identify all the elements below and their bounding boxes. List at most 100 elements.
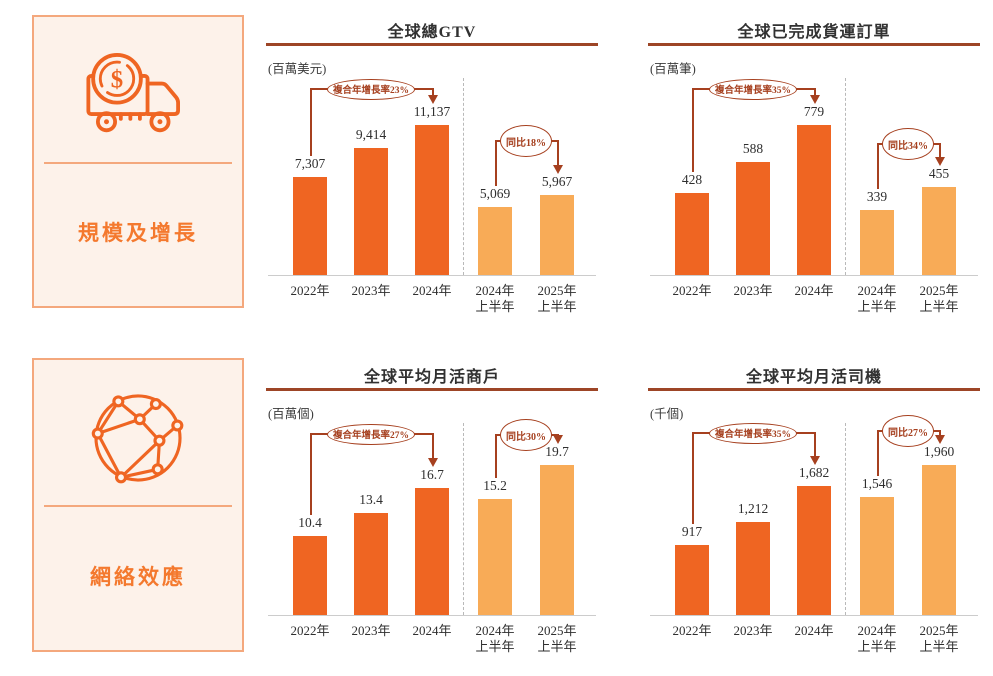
x-axis-line	[650, 275, 978, 276]
plot-area: 10.4 2022年 13.4 2023年 16.7 2024年 15.2 2024年 上半年…	[266, 357, 598, 662]
cagr-bracket-line	[310, 88, 312, 156]
title-rule	[266, 388, 598, 391]
yoy-bracket-line	[939, 143, 941, 157]
bar	[797, 125, 831, 275]
bar	[860, 497, 894, 615]
bar-value-label: 15.2	[483, 478, 507, 493]
section-card-scale-growth: $ 規模及增長	[32, 15, 244, 308]
bar-value-label: 9,414	[355, 127, 387, 142]
chart-panel-monthly-active-drivers: 全球平均月活司機 (千個) 917 2022年 1,212 2023年 1,682 202…	[648, 357, 980, 662]
x-axis-label: 2024年	[412, 623, 452, 638]
bar-value-label: 16.7	[420, 467, 444, 482]
bar	[736, 162, 770, 275]
unit-label: (百萬美元)	[268, 62, 327, 76]
yoy-badge: 同比18%	[500, 125, 552, 157]
bar-value-label: 779	[803, 104, 825, 119]
title-rule	[648, 388, 980, 391]
chart-title: 全球總GTV	[387, 24, 477, 41]
plot-area: 917 2022年 1,212 2023年 1,682 2024年 1,546 2024年 上…	[648, 357, 980, 662]
x-axis-label: 2022年	[672, 623, 712, 638]
chart-panel-monthly-active-merchants: 全球平均月活商戶 (百萬個) 10.4 2022年 13.4 2023年 16.7 202…	[266, 357, 598, 662]
cagr-badge: 複合年增長率23%	[327, 78, 415, 100]
bar-value-label: 7,307	[294, 156, 326, 171]
yoy-arrow-down-icon	[935, 157, 945, 166]
yoy-arrow-down-icon	[553, 165, 563, 174]
period-divider-line	[845, 78, 846, 275]
yoy-bracket-line	[877, 430, 879, 476]
bar	[797, 486, 831, 615]
x-axis-label: 2023年	[733, 283, 773, 298]
chart-title: 全球平均月活商戶	[363, 369, 500, 386]
x-axis-label: 2023年	[351, 623, 391, 638]
cagr-arrow-down-icon	[428, 458, 438, 467]
yoy-bracket-line	[557, 434, 559, 435]
bar	[922, 465, 956, 615]
yoy-badge: 同比27%	[882, 415, 934, 447]
x-axis-line	[268, 615, 596, 616]
bar-value-label: 455	[928, 166, 950, 181]
bar-value-label: 5,069	[479, 186, 511, 201]
network-globe-icon	[34, 366, 242, 511]
bar-value-label: 1,212	[737, 501, 769, 516]
x-axis-label: 2024年 上半年	[475, 623, 515, 654]
money-truck-icon: $	[34, 23, 242, 168]
chart-panel-global-gtv: 全球總GTV (百萬美元) 7,307 2022年 9,414 2023年 11,137…	[266, 12, 598, 317]
bar-value-label: 13.4	[359, 492, 383, 507]
unit-label: (千個)	[650, 407, 684, 421]
period-divider-line	[463, 423, 464, 615]
yoy-bracket-line	[877, 143, 879, 189]
period-divider-line	[463, 78, 464, 275]
bar	[540, 195, 574, 275]
bar	[736, 522, 770, 615]
x-axis-label: 2025年 上半年	[537, 283, 577, 314]
yoy-bracket-line	[939, 430, 941, 435]
cagr-bracket-line	[692, 88, 694, 172]
chart-title: 全球平均月活司機	[745, 369, 882, 386]
cagr-bracket-line	[814, 432, 816, 456]
yoy-badge: 同比34%	[882, 128, 934, 160]
bar	[478, 499, 512, 615]
cagr-arrow-down-icon	[428, 95, 438, 104]
unit-label: (百萬筆)	[650, 62, 696, 76]
x-axis-label: 2024年 上半年	[475, 283, 515, 314]
cagr-bracket-line	[692, 432, 694, 524]
cagr-bracket-line	[310, 433, 312, 515]
yoy-badge: 同比30%	[500, 419, 552, 451]
cagr-bracket-line	[432, 433, 434, 458]
section-label-scale-growth: 規模及增長	[78, 222, 198, 246]
yoy-arrow-down-icon	[935, 435, 945, 444]
card-divider	[44, 161, 232, 164]
plot-area: 428 2022年 588 2023年 779 2024年 339 2024年 上半年 455 2…	[648, 12, 980, 317]
section-card-network-effects: 網絡效應	[32, 358, 244, 652]
bar-value-label: 19.7	[545, 444, 569, 459]
chart-panel-completed-freight-orders: 全球已完成貨運訂單 (百萬筆) 428 2022年 588 2023年 779 2024年…	[648, 12, 980, 317]
bar-value-label: 917	[681, 524, 703, 539]
x-axis-label: 2022年	[672, 283, 712, 298]
bar	[675, 193, 709, 275]
x-axis-label: 2023年	[733, 623, 773, 638]
bar	[922, 187, 956, 275]
bar-value-label: 339	[866, 189, 888, 204]
bar	[860, 210, 894, 275]
x-axis-label: 2022年	[290, 283, 330, 298]
svg-text:$: $	[111, 66, 123, 93]
bar-value-label: 1,546	[861, 476, 893, 491]
bar	[415, 125, 449, 275]
chart-title: 全球已完成貨運訂單	[737, 24, 891, 41]
bar	[478, 207, 512, 275]
cagr-bracket-line	[814, 88, 816, 95]
cagr-arrow-down-icon	[810, 95, 820, 104]
x-axis-line	[268, 275, 596, 276]
cagr-badge: 複合年增長率35%	[709, 422, 797, 444]
plot-area: 7,307 2022年 9,414 2023年 11,137 2024年 5,069 2024…	[266, 12, 598, 317]
cagr-bracket-line	[432, 88, 434, 95]
unit-label: (百萬個)	[268, 407, 314, 421]
section-label-network-effects: 網絡效應	[90, 566, 186, 590]
x-axis-label: 2025年 上半年	[537, 623, 577, 654]
bar-value-label: 1,682	[798, 465, 830, 480]
bar-value-label: 588	[742, 141, 764, 156]
bar-value-label: 5,967	[541, 174, 573, 189]
bar	[415, 488, 449, 615]
x-axis-label: 2022年	[290, 623, 330, 638]
x-axis-label: 2024年	[794, 623, 834, 638]
